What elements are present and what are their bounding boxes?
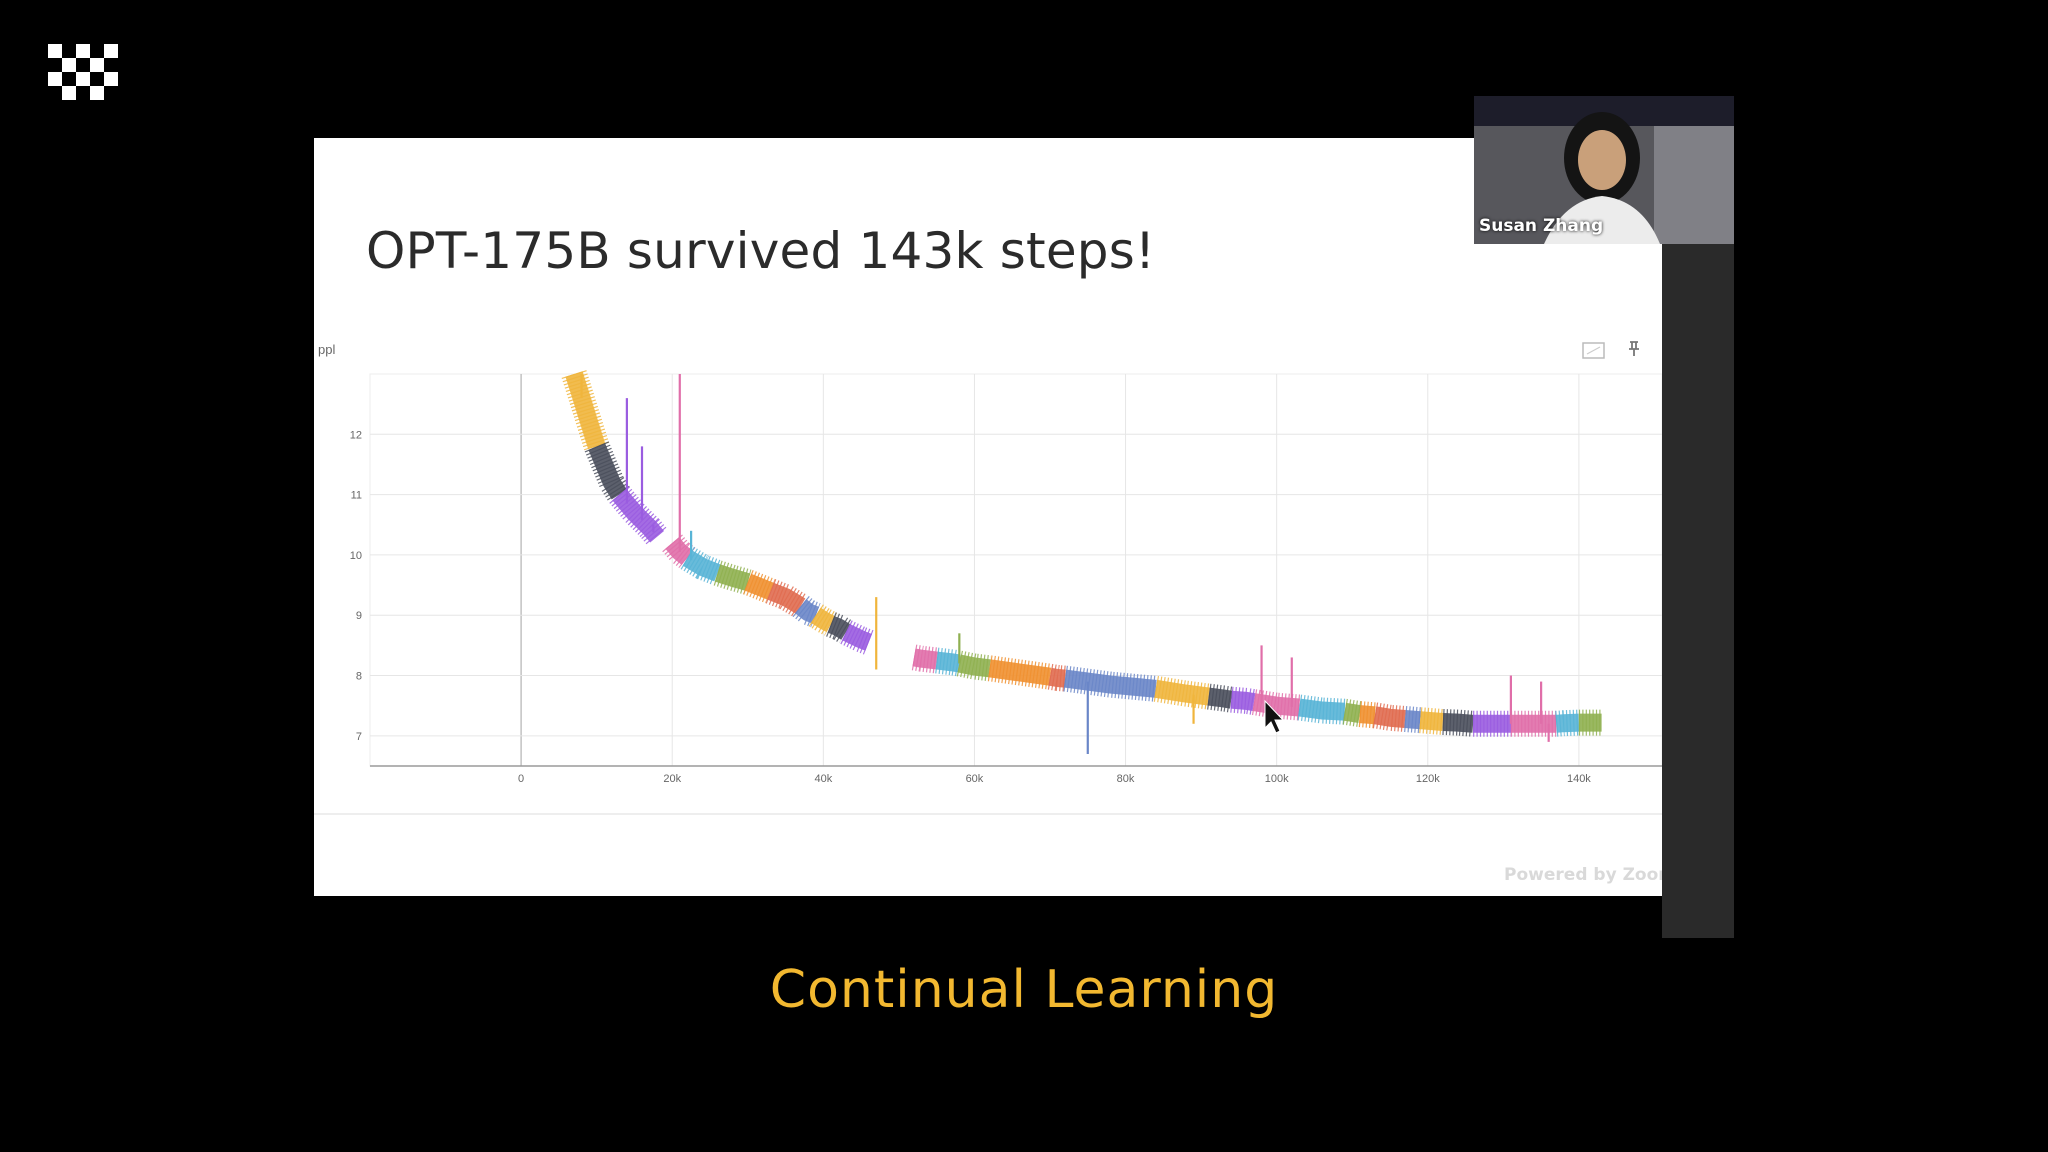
subtitle-caption: Continual Learning <box>769 960 1279 1020</box>
x-tick-label: 40k <box>814 773 832 785</box>
ppl-series-segment <box>1442 713 1474 733</box>
ppl-series-segment <box>1154 679 1210 706</box>
ppl-series-segment <box>957 654 991 678</box>
ppl-series-noise <box>1404 706 1422 734</box>
x-tick-label: 140k <box>1567 773 1591 785</box>
ppl-series-noise <box>609 486 668 546</box>
ppl-series-segment <box>935 651 961 673</box>
ppl-series-noise <box>1047 663 1067 692</box>
ppl-series-segment <box>588 442 627 500</box>
ppl-series-segment <box>1063 669 1157 698</box>
ppl-series-segment <box>744 573 774 600</box>
participant-name: Susan Zhang <box>1479 216 1604 236</box>
ppl-series-noise <box>911 644 939 674</box>
ppl-series-noise <box>1419 707 1444 735</box>
ppl-series-noise <box>1555 709 1580 737</box>
ppl-series-noise <box>680 546 723 586</box>
zoom-watermark: Powered by Zoom <box>1504 865 1662 885</box>
shared-screen-slide: OPT-175B survived 143k steps! ppl 0 20k 40… <box>314 138 1662 896</box>
ppl-series-noise <box>1251 689 1301 721</box>
y-tick-label: 8 <box>356 671 362 683</box>
ppl-series-segment <box>795 599 820 624</box>
x-tick-label: 20k <box>663 773 681 785</box>
mouse-cursor-icon <box>1264 699 1285 734</box>
ppl-series-noise <box>561 370 610 451</box>
participant-video-frame <box>1474 96 1734 244</box>
ppl-series-segment <box>1230 690 1256 711</box>
pin-icon[interactable] <box>1629 341 1639 356</box>
slide-title: OPT-175B survived 143k steps! <box>366 222 1156 280</box>
fullscreen-icon[interactable] <box>1582 342 1605 359</box>
y-tick-label: 12 <box>350 429 362 441</box>
ppl-chart: ppl 0 20k 40k 60k 80k 100k 120k 140k 7 8 9 10 11 12 <box>314 341 1662 815</box>
ppl-series-segment <box>1373 706 1406 728</box>
ppl-series-noise <box>662 534 696 569</box>
ppl-series-segment <box>988 659 1052 686</box>
side-panel-strip <box>1662 244 1734 938</box>
ppl-series-segment <box>714 564 751 591</box>
ppl-series-noise <box>1342 698 1362 727</box>
ppl-series-noise <box>1358 701 1376 729</box>
y-tick-label: 11 <box>351 490 362 502</box>
ppl-series-noise <box>808 604 838 636</box>
x-tick-label: 80k <box>1117 773 1135 785</box>
y-axis-label: ppl <box>318 342 335 357</box>
channel-logo-icon <box>48 40 120 104</box>
x-tick-label: 60k <box>966 773 984 785</box>
y-tick-label: 10 <box>350 550 362 562</box>
ppl-series-noise <box>826 612 853 644</box>
ppl-series-noise <box>1297 694 1346 725</box>
plot-area <box>369 373 1662 767</box>
x-tick-label: 120k <box>1416 773 1440 785</box>
x-tick-label: 100k <box>1265 773 1289 785</box>
x-tick-label: 0 <box>518 773 524 785</box>
ppl-series-segment <box>842 623 873 651</box>
y-tick-label: 9 <box>356 610 362 622</box>
ppl-series-noise <box>765 579 808 618</box>
participant-video-tile[interactable]: Susan Zhang <box>1474 96 1734 244</box>
ppl-series-segment <box>1207 687 1233 709</box>
y-tick-label: 7 <box>356 731 362 743</box>
